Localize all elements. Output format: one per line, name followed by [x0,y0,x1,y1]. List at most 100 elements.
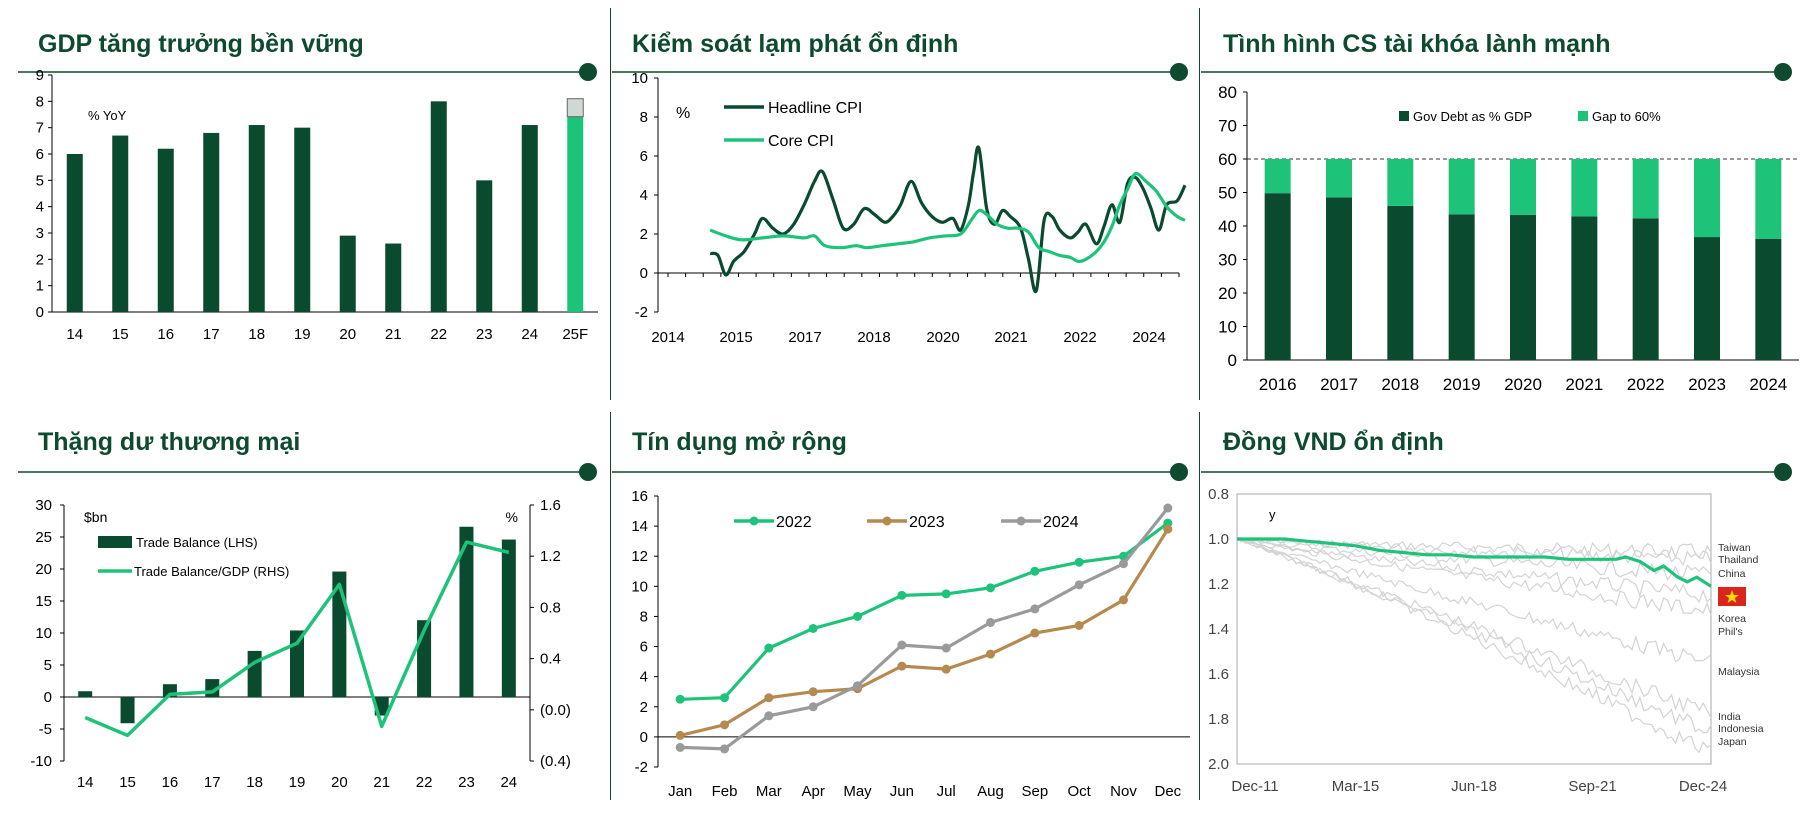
title-marker-dot [1774,463,1792,481]
peer-currency-label: Taiwan [1718,542,1751,554]
y-tick-label: 2.0 [1208,756,1229,773]
y-tick-label: 12 [631,548,648,565]
y-tick-label: 4 [36,199,44,216]
x-tick-label: 2021 [994,329,1027,346]
y-tick-label: 1 [36,278,44,295]
x-tick-label: 24 [521,326,538,343]
x-tick-label: 2024 [1132,329,1165,346]
fiscal-title: Tình hình CS tài khóa lành mạnh [1223,30,1611,58]
y-tick-label: 5 [36,172,44,189]
gap-bar [1448,159,1475,215]
legend-swatch [1578,111,1588,121]
y-tick-label: -2 [635,304,648,321]
cpi-chart: -2 0 2 4 6 8 10 2014 2015 2017 2018 2020 2021 2022 202… [612,63,1188,346]
y-tick-label: 6 [640,639,648,656]
y-tick-label: -2 [635,759,648,776]
data-point-2022 [1074,557,1084,567]
gdp-bar [567,98,584,312]
x-tick-label: 20 [331,774,348,791]
x-tick-label: Jun [890,783,914,800]
data-point-2022 [897,590,907,600]
y-tick-label-left: 15 [35,593,52,610]
data-point-2023 [941,664,951,674]
y-tick-label: 0.8 [1208,486,1229,503]
x-tick-label: 2021 [1565,375,1603,394]
y-tick-label: 8 [640,608,648,625]
x-tick-label: 17 [203,326,220,343]
debt-bar [1387,205,1414,360]
y-tick-label: 10 [1218,318,1237,337]
y-tick-label-left: 30 [35,497,52,514]
y-tick-label: 0 [640,265,648,282]
y-tick-label-right: (0.4) [540,753,571,770]
column-divider-2 [1199,8,1200,400]
debt-bar [1755,238,1782,360]
x-tick-label: Mar [756,783,782,800]
legend-label: Trade Balance/GDP (RHS) [134,564,289,579]
trade-chart: -10 -5 0 5 10 15 20 25 30 (0.4) (0.0) 0.4 0.8 1.2 1.6 $… [18,463,597,791]
unit-label: % YoY [88,108,127,123]
x-tick-label: 23 [458,774,475,791]
peer-currency-label: Korea [1718,613,1746,625]
gap-bar [1571,159,1598,217]
data-point-2024 [1074,580,1084,590]
data-point-2024 [808,702,818,712]
x-tick-label: Sep [1021,783,1048,800]
trade-panel: Thặng dư thương mại -10 -5 0 5 10 15 20 25 30 (0.… [18,412,606,802]
peer-currency-label: India [1718,711,1741,723]
y-tick-label: 4 [640,669,648,686]
peer-currency-label: Thailand [1718,554,1758,566]
title-marker-dot [579,63,597,81]
y-tick-label-left: 25 [35,529,52,546]
x-tick-label: 2020 [926,329,959,346]
x-tick-label: Apr [801,783,824,800]
gdp-bar [476,180,493,312]
x-tick-label: 24 [500,774,517,791]
x-tick-label: Sep-21 [1568,778,1616,795]
gdp-bar [66,154,83,312]
y-tick-label-right: 0.8 [540,599,561,616]
data-point-2022 [808,623,818,633]
trade-gdp-line [84,540,510,738]
legend-swatch [1399,111,1409,121]
peer-currency-line [1236,536,1712,734]
x-tick-label: 18 [248,326,265,343]
y-tick-label: 0 [640,729,648,746]
unit-label: % [676,105,690,122]
series-line-2023 [679,528,1170,737]
y-tick-label: 40 [1218,217,1237,236]
x-tick-label: Jun-18 [1451,778,1497,795]
x-tick-label: 2018 [1381,375,1419,394]
title-marker-dot [579,463,597,481]
fiscal-chart: 0 10 20 30 40 50 60 70 80 2016 2017 2018 2019 2020 202… [1201,63,1799,394]
y-tick-label-right: 1.2 [540,548,561,565]
x-tick-label: 2016 [1259,375,1297,394]
peer-currency-label: China [1718,568,1746,580]
title-marker-dot [1170,463,1188,481]
data-point-2024 [720,744,729,754]
legend-label: Headline CPI [768,100,862,117]
title-marker-dot [1774,63,1792,81]
credit-chart: -2 0 2 4 6 8 10 12 14 16 Jan Feb Mar Apr May Jun Jul Aug S… [612,463,1190,800]
series-line-core [709,171,1186,263]
gdp-title: GDP tăng trưởng bền vững [38,30,364,58]
gap-bar [1326,159,1352,198]
y-tick-label: 9 [36,67,44,84]
y-tick-label-right: 0.4 [540,651,561,668]
trade-bar [332,571,347,697]
x-tick-label: Jan [668,783,692,800]
series-line-2024 [680,507,1170,751]
gap-bar [1755,159,1782,239]
gdp-bar [294,127,311,313]
legend-label: Core CPI [768,133,834,150]
peer-currency-label: Phil's [1718,626,1743,638]
trade-bar [501,539,516,697]
legend-label: 2023 [909,514,945,531]
y-tick-label: 2 [640,226,648,243]
column-divider-4 [1199,412,1200,800]
legend-marker [749,516,759,526]
gap-bar [1387,159,1414,206]
x-tick-label: 2022 [1627,375,1665,394]
data-point-2023 [764,693,774,703]
